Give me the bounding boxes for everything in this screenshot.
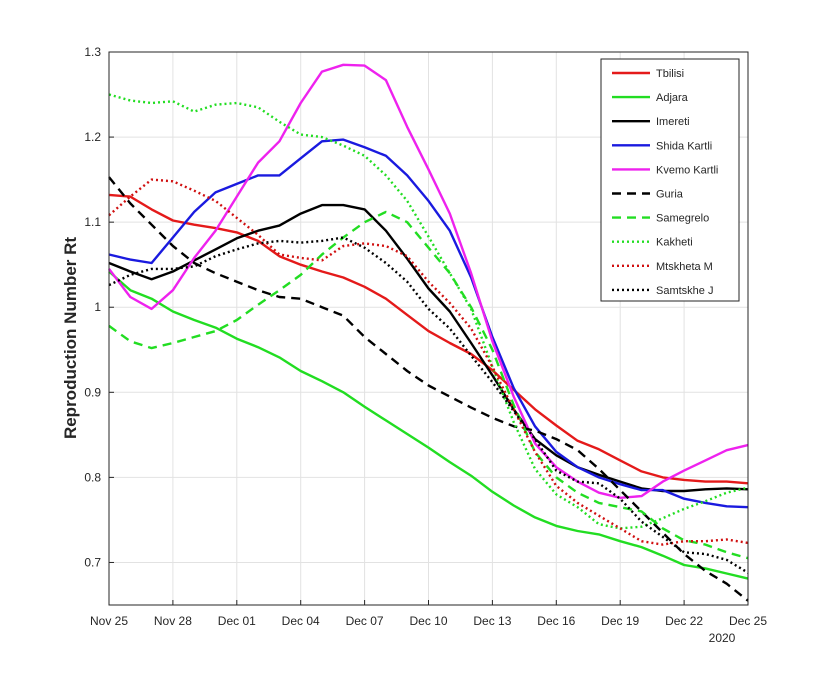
series-line-adjara bbox=[108, 270, 749, 580]
legend: Tbilisi Adjara Imereti Shida Kartli Kvemo Ka… bbox=[600, 58, 740, 302]
series-line-kvemo-kartli bbox=[108, 63, 749, 499]
series-line-guria bbox=[108, 176, 749, 602]
y-tick-label: 1.2 bbox=[84, 130, 101, 144]
series-line-samegrelo bbox=[108, 210, 749, 560]
legend-label-imereti: Imereti bbox=[656, 116, 690, 128]
x-tick-label: Dec 07 bbox=[346, 614, 384, 628]
year-label: 2020 bbox=[709, 631, 736, 645]
x-tick-label: Dec 10 bbox=[409, 614, 447, 628]
y-tick-label: 0.7 bbox=[84, 555, 101, 569]
y-tick-label: 0.8 bbox=[84, 470, 101, 484]
x-tick-label: Dec 19 bbox=[601, 614, 639, 628]
series-line-samtskhe-j bbox=[108, 236, 749, 574]
x-tick-label: Dec 13 bbox=[473, 614, 511, 628]
x-tick-label: Dec 16 bbox=[537, 614, 575, 628]
x-tick-label: Nov 25 bbox=[90, 614, 128, 628]
x-tick-label: Dec 01 bbox=[218, 614, 256, 628]
legend-box bbox=[600, 58, 740, 302]
x-tick-label: Dec 25 bbox=[729, 614, 767, 628]
series-line-tbilisi bbox=[108, 193, 749, 485]
y-tick-label: 0.9 bbox=[84, 385, 101, 399]
x-tick-label: Dec 22 bbox=[665, 614, 703, 628]
y-axis-label: Reproduction Number Rt bbox=[61, 237, 80, 439]
y-tick-label: 1.3 bbox=[84, 45, 101, 59]
legend-label-tbilisi: Tbilisi bbox=[656, 68, 684, 80]
series-line-shida-kartli bbox=[108, 138, 749, 509]
y-tick-label: 1 bbox=[94, 300, 101, 314]
legend-label-kakheti: Kakheti bbox=[656, 237, 693, 249]
legend-label-shida-kartli: Shida Kartli bbox=[656, 140, 712, 152]
legend-label-samegrelo: Samegrelo bbox=[656, 213, 709, 225]
series-line-mtskheta-m bbox=[108, 178, 749, 546]
x-tick-label: Nov 28 bbox=[154, 614, 192, 628]
legend-label-samtskhe-j: Samtskhe J bbox=[656, 285, 713, 297]
y-tick-label: 1.1 bbox=[84, 215, 101, 229]
legend-label-guria: Guria bbox=[656, 189, 684, 201]
x-tick-label: Dec 04 bbox=[282, 614, 320, 628]
series-line-kakheti bbox=[108, 93, 749, 530]
legend-label-kvemo-kartli: Kvemo Kartli bbox=[656, 164, 718, 176]
series-lines bbox=[108, 63, 749, 602]
legend-label-mtskheta-m: Mtskheta M bbox=[656, 261, 713, 273]
series-line-imereti bbox=[108, 203, 749, 493]
legend-label-adjara: Adjara bbox=[656, 92, 689, 104]
axis-ticks: Nov 25 Nov 28 Dec 01 Dec 04 Dec 07 Dec 10 Dec … bbox=[84, 45, 767, 628]
